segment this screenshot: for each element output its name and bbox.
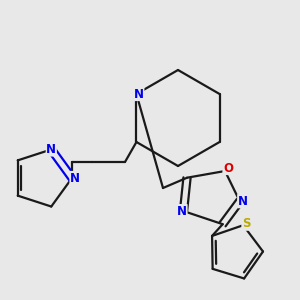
Text: S: S (242, 217, 250, 230)
Text: N: N (134, 88, 144, 100)
Text: N: N (238, 195, 248, 208)
Text: N: N (46, 143, 56, 156)
Text: N: N (177, 205, 187, 218)
Text: O: O (223, 161, 233, 175)
Text: N: N (70, 172, 80, 184)
